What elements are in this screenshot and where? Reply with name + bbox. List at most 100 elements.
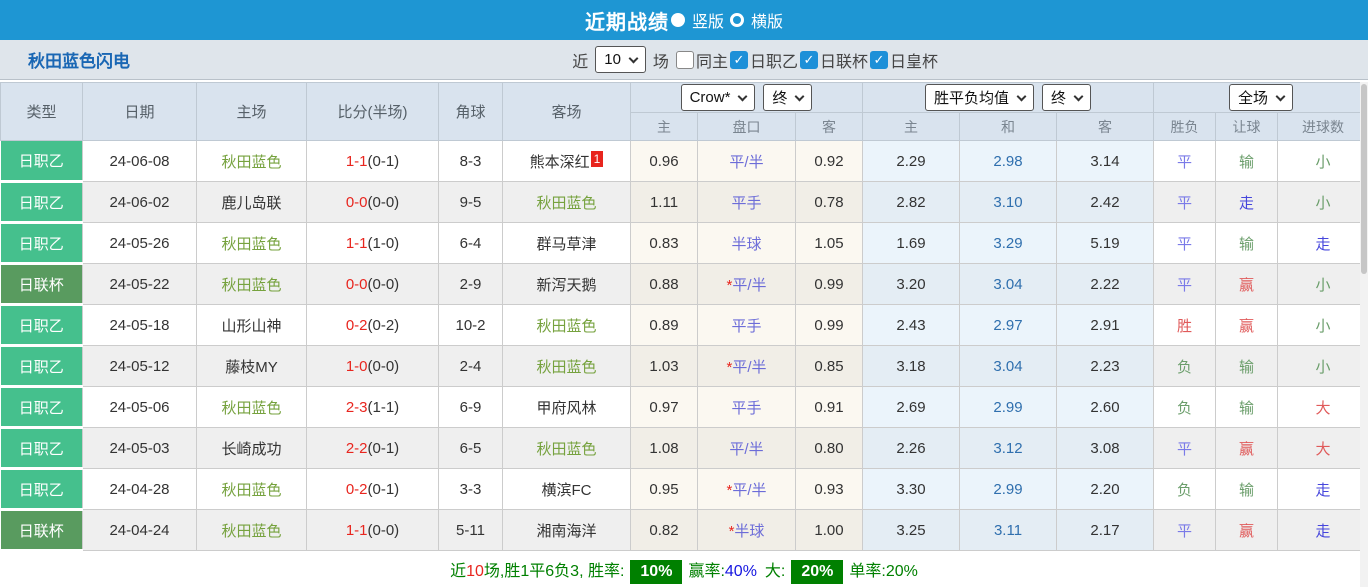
cell-odds-away: 0.80: [794, 427, 864, 469]
layout-option-vertical[interactable]: 竖版: [670, 8, 724, 32]
cell-avg-home: 2.69: [862, 386, 961, 428]
checkbox-同主[interactable]: [675, 50, 694, 69]
table-row: 日职乙 24-05-03 长崎成功 2-2(0-1) 6-5 秋田蓝色 1.08 平/半 0.8…: [0, 427, 1368, 470]
cell-avg-draw: 3.29: [959, 222, 1058, 264]
cell-goals-result: 大: [1277, 386, 1368, 428]
cell-date: 24-04-28: [82, 468, 197, 510]
period-select[interactable]: 全场: [1229, 84, 1294, 111]
checkbox-日皇杯[interactable]: ✓: [869, 50, 888, 69]
sub-header-avg-away: 客: [1056, 112, 1155, 141]
cell-odds-away: 0.99: [794, 304, 864, 346]
scrollbar-track[interactable]: [1360, 82, 1368, 587]
cell-avg-away: 2.91: [1056, 304, 1155, 346]
scrollbar-thumb[interactable]: [1361, 84, 1367, 274]
filter-controls: 近 10 场 同主 ✓ 日职乙 ✓ 日联杯 ✓ 日皇杯: [572, 46, 938, 73]
table-row: 日职乙 24-05-06 秋田蓝色 2-3(1-1) 6-9 甲府风林 0.97 平手 0.91…: [0, 386, 1368, 429]
cell-home-team: 秋田蓝色: [196, 263, 307, 305]
cell-goals-result: 大: [1277, 427, 1368, 469]
cell-avg-home: 3.20: [862, 263, 961, 305]
divider: [0, 80, 1368, 82]
cell-goals-result: 小: [1277, 140, 1368, 182]
cell-avg-away: 2.60: [1056, 386, 1155, 428]
games-label: 场: [652, 53, 669, 71]
cell-avg-away: 2.20: [1056, 468, 1155, 510]
cell-away-team: 秋田蓝色: [502, 427, 631, 469]
checkbox-label: 同主: [695, 53, 728, 71]
cell-home-team: 藤枝MY: [196, 345, 307, 387]
cell-home-team: 秋田蓝色: [196, 222, 307, 264]
cell-corners: 3-3: [438, 468, 503, 510]
cell-away-team: 新泻天鹅: [502, 263, 631, 305]
cell-competition: 日联杯: [0, 509, 83, 552]
cell-result: 胜: [1153, 304, 1217, 346]
cell-handicap: *半球: [697, 509, 796, 551]
cell-goals-result: 小: [1277, 263, 1368, 305]
cell-avg-draw: 3.04: [959, 345, 1058, 387]
bookmaker-select[interactable]: Crow*: [680, 84, 756, 111]
chevron-down-icon: [1073, 91, 1084, 101]
cell-score: 2-3(1-1): [306, 386, 439, 428]
cell-odds-away: 1.00: [794, 509, 864, 551]
match-count-select[interactable]: 10: [595, 46, 646, 73]
cell-spread-result: 赢: [1215, 263, 1279, 305]
table-row: 日联杯 24-05-22 秋田蓝色 0-0(0-0) 2-9 新泻天鹅 0.88 *平/半 0.…: [0, 263, 1368, 306]
cell-spread-result: 输: [1215, 140, 1279, 182]
cell-odds-away: 0.85: [794, 345, 864, 387]
cell-handicap: 平手: [697, 181, 796, 223]
cell-corners: 6-9: [438, 386, 503, 428]
cell-odds-home: 0.97: [630, 386, 698, 428]
layout-option-horizontal[interactable]: 横版: [730, 8, 783, 32]
chevron-down-icon: [794, 91, 805, 101]
layout-option-vertical-label: 竖版: [691, 14, 724, 31]
table-row: 日职乙 24-06-08 秋田蓝色 1-1(0-1) 8-3 熊本深红 1 0.96 平/半 0.…: [0, 140, 1368, 183]
cell-date: 24-05-18: [82, 304, 197, 346]
footer-match-count: 10: [466, 563, 484, 580]
cell-away-team: 熊本深红 1: [502, 140, 631, 182]
sub-header-odds-home: 主: [630, 112, 698, 141]
cell-avg-home: 2.43: [862, 304, 961, 346]
cell-goals-result: 小: [1277, 181, 1368, 223]
cell-home-team: 长崎成功: [196, 427, 307, 469]
radio-horizontal-icon[interactable]: [730, 13, 744, 27]
cell-odds-away: 0.92: [794, 140, 864, 182]
odds-time-select-2[interactable]: 终: [1042, 84, 1092, 111]
cell-corners: 10-2: [438, 304, 503, 346]
cell-avg-away: 2.23: [1056, 345, 1155, 387]
period-select-value: 全场: [1238, 90, 1269, 107]
cell-home-team: 秋田蓝色: [196, 140, 307, 182]
cell-home-team: 秋田蓝色: [196, 468, 307, 510]
cell-date: 24-06-08: [82, 140, 197, 182]
col-header-type: 类型: [0, 82, 83, 141]
cell-handicap: *平/半: [697, 468, 796, 510]
cell-spread-result: 走: [1215, 181, 1279, 223]
chevron-down-icon: [737, 91, 748, 101]
near-label: 近: [572, 53, 589, 71]
table-row: 日职乙 24-05-26 秋田蓝色 1-1(1-0) 6-4 群马草津 0.83 半球 1.05…: [0, 222, 1368, 265]
cell-result: 负: [1153, 345, 1217, 387]
odds-time-select-1[interactable]: 终: [763, 84, 813, 111]
cell-result: 平: [1153, 427, 1217, 469]
cell-away-team: 群马草津: [502, 222, 631, 264]
cell-avg-away: 3.08: [1056, 427, 1155, 469]
chevron-down-icon: [1275, 91, 1286, 101]
checkbox-日职乙[interactable]: ✓: [729, 50, 748, 69]
cell-score: 0-2(0-1): [306, 468, 439, 510]
cell-score: 1-1(0-0): [306, 509, 439, 551]
cell-home-team: 山形山神: [196, 304, 307, 346]
average-type-select[interactable]: 胜平负均值: [925, 84, 1035, 111]
cell-corners: 6-5: [438, 427, 503, 469]
checkbox-日联杯[interactable]: ✓: [799, 50, 818, 69]
cell-score: 1-0(0-0): [306, 345, 439, 387]
cell-avg-away: 2.42: [1056, 181, 1155, 223]
cell-avg-away: 5.19: [1056, 222, 1155, 264]
radio-vertical-icon[interactable]: [670, 13, 685, 27]
cell-away-team: 横滨FC: [502, 468, 631, 510]
cell-away-team: 秋田蓝色: [502, 345, 631, 387]
cell-goals-result: 走: [1277, 468, 1368, 510]
cell-away-team: 秋田蓝色: [502, 181, 631, 223]
cell-date: 24-05-26: [82, 222, 197, 264]
cell-odds-home: 0.95: [630, 468, 698, 510]
cell-odds-away: 1.05: [794, 222, 864, 264]
cell-date: 24-05-06: [82, 386, 197, 428]
